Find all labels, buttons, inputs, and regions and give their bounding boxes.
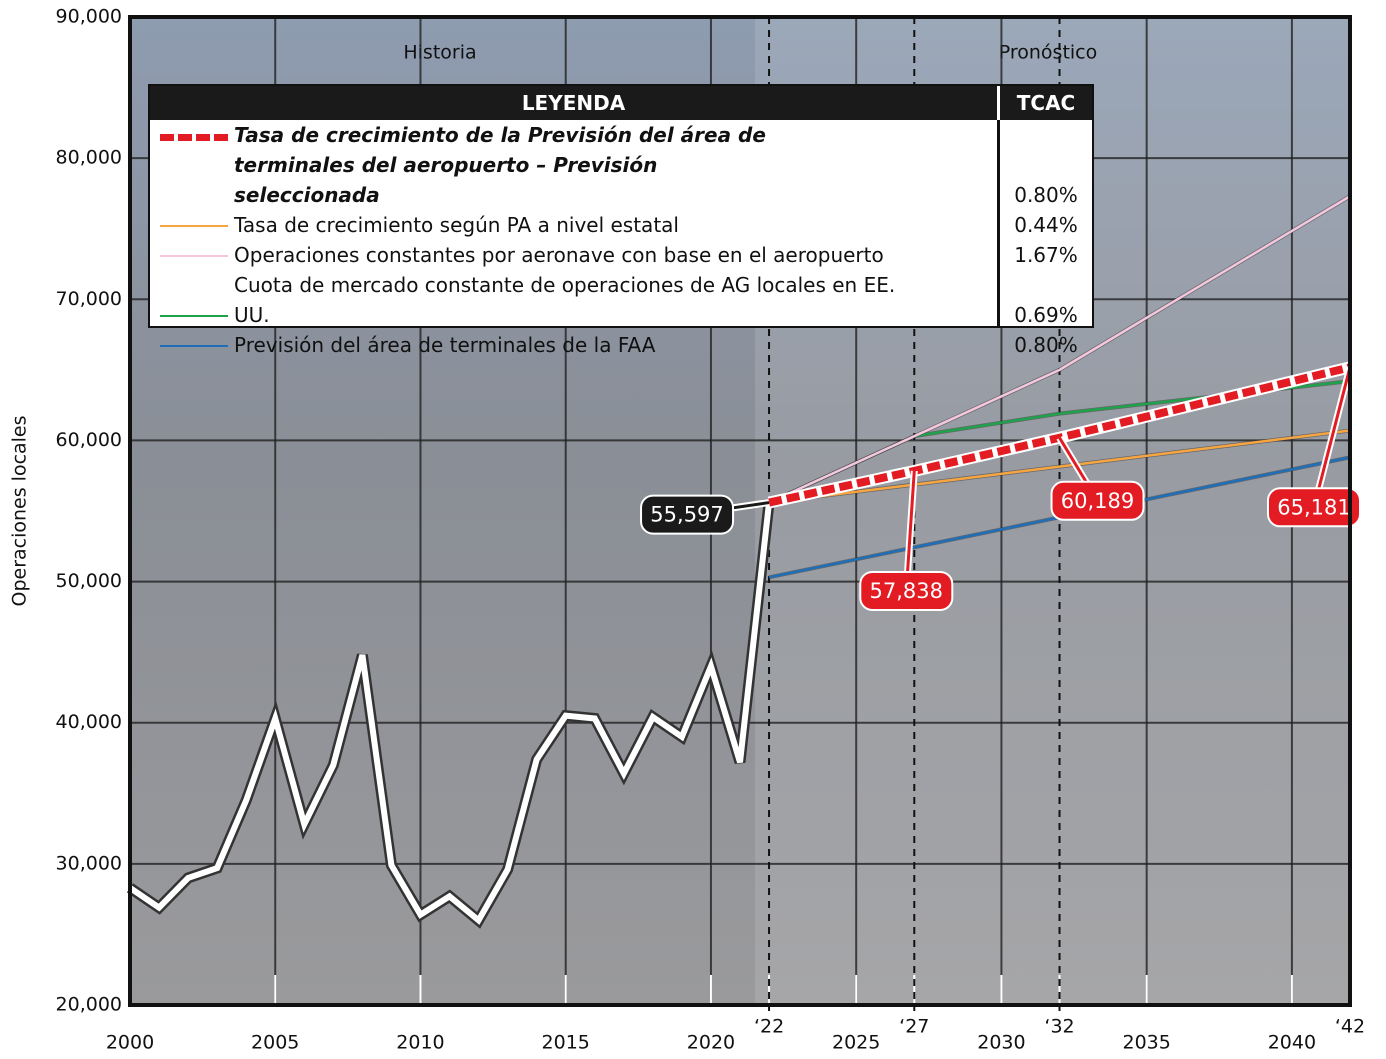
y-tick-label: 50,000 xyxy=(56,570,122,592)
legend-rows: Tasa de crecimiento de la Previsión del … xyxy=(150,120,1092,360)
y-tick-label: 80,000 xyxy=(56,147,122,169)
legend-entry: Tasa de crecimiento según PA a nivel est… xyxy=(150,210,1092,240)
legend-entry: Tasa de crecimiento de la Previsión del … xyxy=(150,120,1092,210)
legend-swatch xyxy=(160,315,228,317)
y-tick-label: 30,000 xyxy=(56,852,122,874)
series-line xyxy=(768,363,1351,507)
x-tick-label: 2005 xyxy=(251,1032,299,1054)
legend-title: LEYENDA xyxy=(150,86,1000,120)
x-tick-label: ‘22 xyxy=(754,1016,784,1038)
y-tick-label: 40,000 xyxy=(56,711,122,733)
value-label: 65,181 xyxy=(1277,495,1350,519)
legend-label: Cuota de mercado constante de operacione… xyxy=(234,273,896,327)
value-label-box xyxy=(1267,487,1361,528)
x-tick-label: ‘27 xyxy=(899,1016,929,1038)
y-tick-label: 20,000 xyxy=(56,994,122,1016)
legend-rate: 0.80% xyxy=(1014,183,1078,207)
legend-label: Operaciones constantes por aeronave con … xyxy=(234,243,884,267)
history-line xyxy=(128,502,773,925)
series-line xyxy=(768,429,1351,504)
value-label: 57,838 xyxy=(870,579,943,603)
y-tick-label: 70,000 xyxy=(56,288,122,310)
x-tick-label: 2035 xyxy=(1122,1032,1170,1054)
legend-swatch xyxy=(160,255,228,257)
legend-rate: 0.44% xyxy=(1014,213,1078,237)
legend-label: Tasa de crecimiento de la Previsión del … xyxy=(234,123,766,207)
legend-swatch xyxy=(160,225,228,227)
legend-entry: Operaciones constantes por aeronave con … xyxy=(150,240,1092,270)
value-label-box xyxy=(1050,480,1145,521)
x-tick-label: ‘32 xyxy=(1044,1016,1074,1038)
value-label-box xyxy=(859,570,954,611)
x-tick-label: 2025 xyxy=(832,1032,880,1054)
y-tick-label: 90,000 xyxy=(56,6,122,28)
legend-swatch xyxy=(160,345,228,347)
value-label-box xyxy=(640,494,735,535)
legend-rate-title: TCAC xyxy=(1016,91,1076,115)
legend-rate: 1.67% xyxy=(1014,243,1078,267)
x-tick-label: 2040 xyxy=(1268,1032,1316,1054)
x-tick-label: 2010 xyxy=(396,1032,444,1054)
legend-label: Tasa de crecimiento según PA a nivel est… xyxy=(234,213,679,237)
x-tick-label: ‘42 xyxy=(1335,1016,1365,1038)
value-label: 55,597 xyxy=(650,503,723,527)
plot-frame xyxy=(128,15,1352,1007)
y-tick-label: 60,000 xyxy=(56,429,122,451)
x-tick-label: 2000 xyxy=(106,1032,154,1054)
legend-swatch xyxy=(160,134,228,141)
y-axis-label: Operaciones locales xyxy=(9,415,31,606)
legend-entry: Cuota de mercado constante de operacione… xyxy=(150,270,1092,330)
history-label: Historia xyxy=(403,42,476,64)
label-pointer xyxy=(1312,366,1352,508)
legend-rate: 0.80% xyxy=(1014,333,1078,357)
forecast-label: Pronóstico xyxy=(999,42,1098,64)
series-line xyxy=(768,195,1351,504)
legend-rate: 0.69% xyxy=(1014,303,1078,327)
x-tick-label: 2020 xyxy=(687,1032,735,1054)
value-label: 60,189 xyxy=(1061,489,1134,513)
legend-entry: Previsión del área de terminales de la F… xyxy=(150,330,1092,360)
legend: LEYENDA TCAC Tasa de crecimiento de la Pr… xyxy=(148,84,1094,357)
x-tick-label: 2030 xyxy=(977,1032,1025,1054)
x-tick-label: 2015 xyxy=(542,1032,590,1054)
legend-label: Previsión del área de terminales de la F… xyxy=(234,333,656,357)
